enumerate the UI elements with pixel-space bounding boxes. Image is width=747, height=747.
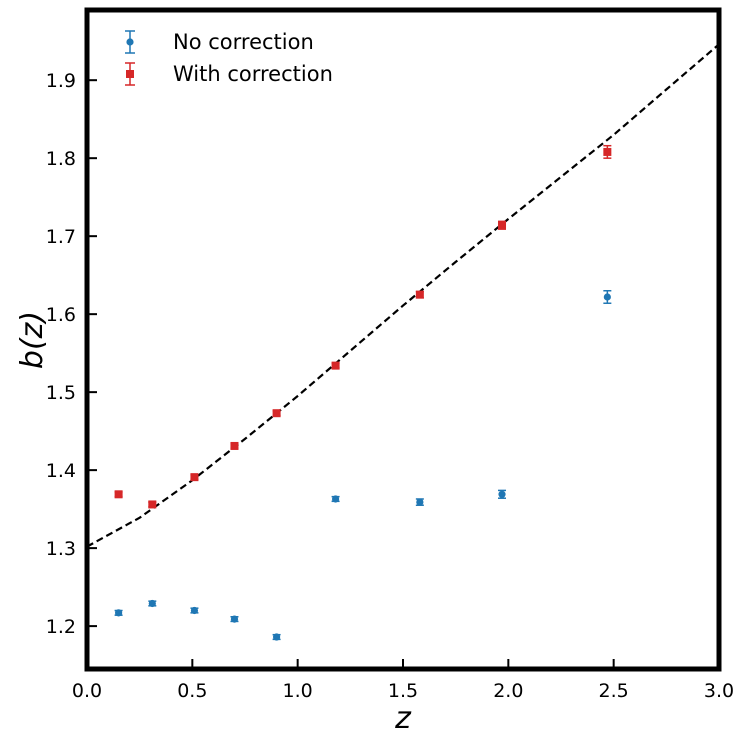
data-point bbox=[148, 500, 157, 509]
data-point bbox=[603, 147, 612, 156]
series-no-correction bbox=[114, 290, 612, 641]
y-axis-label: b(z) bbox=[15, 311, 50, 369]
y-tick-label: 1.5 bbox=[46, 382, 76, 404]
x-tick-label: 1.0 bbox=[283, 680, 313, 702]
data-point bbox=[331, 495, 340, 503]
y-tick-label: 1.9 bbox=[46, 70, 76, 92]
legend-label: No correction bbox=[173, 30, 314, 54]
y-tick-label: 1.3 bbox=[46, 538, 76, 560]
x-tick-label: 2.0 bbox=[493, 680, 523, 702]
legend: No correction With correction bbox=[125, 30, 333, 86]
data-point bbox=[114, 490, 123, 499]
data-point bbox=[230, 615, 239, 623]
data-point bbox=[190, 606, 199, 615]
x-tick-label: 0.0 bbox=[72, 680, 102, 702]
data-point bbox=[416, 498, 424, 506]
data-point bbox=[498, 221, 507, 230]
legend-marker bbox=[126, 70, 134, 78]
data-point bbox=[498, 490, 506, 498]
data-point bbox=[230, 441, 239, 450]
data-point bbox=[190, 473, 199, 482]
x-tick-label: 1.5 bbox=[388, 680, 418, 702]
x-tick-label: 0.5 bbox=[177, 680, 207, 702]
y-tick-label: 1.6 bbox=[46, 304, 76, 326]
model-line bbox=[86, 43, 720, 548]
data-point bbox=[415, 290, 424, 299]
data-point bbox=[115, 609, 123, 617]
y-tick-label: 1.7 bbox=[46, 226, 76, 248]
series-with-correction bbox=[114, 144, 612, 509]
legend-marker bbox=[126, 38, 134, 46]
data-point bbox=[603, 293, 611, 301]
data-point bbox=[272, 409, 281, 418]
data-point bbox=[273, 633, 281, 641]
data-point bbox=[148, 599, 156, 608]
data-point bbox=[331, 361, 340, 370]
y-tick-label: 1.4 bbox=[46, 460, 76, 482]
x-tick-label: 2.5 bbox=[599, 680, 629, 702]
y-tick-label: 1.2 bbox=[46, 616, 76, 638]
x-axis-label: z bbox=[394, 701, 412, 736]
y-tick-label: 1.8 bbox=[46, 148, 76, 170]
legend-label: With correction bbox=[173, 62, 333, 86]
x-tick-label: 3.0 bbox=[704, 680, 734, 702]
plot-frame bbox=[84, 7, 722, 672]
